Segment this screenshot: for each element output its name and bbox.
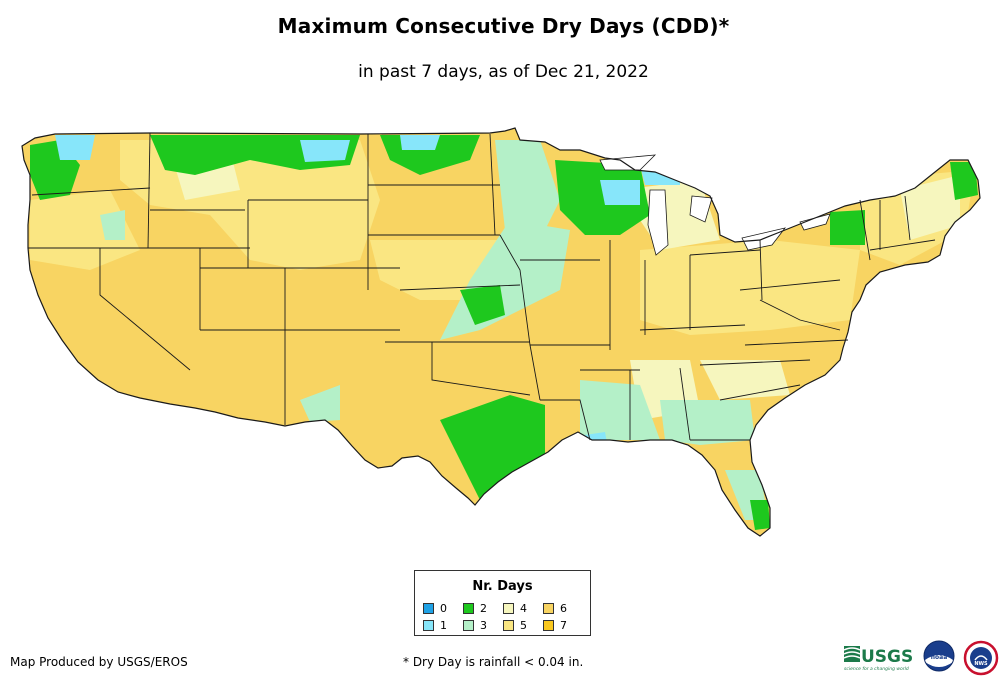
map-credit: Map Produced by USGS/EROS: [10, 655, 188, 669]
legend-label: 2: [480, 601, 487, 615]
legend-swatch: [543, 619, 554, 631]
us-cdd-map: [21, 127, 981, 537]
usgs-logo: USGS science for a changing world: [843, 646, 913, 672]
noaa-logo: noaa: [923, 640, 955, 672]
legend-swatch: [503, 602, 514, 614]
legend-swatch: [543, 602, 554, 614]
legend-item: 2: [463, 601, 503, 615]
map-subtitle: in past 7 days, as of Dec 21, 2022: [358, 62, 649, 82]
legend-title: Nr. Days: [472, 579, 533, 594]
noaa-logo-text: noaa: [931, 654, 948, 661]
legend-label: 7: [560, 618, 567, 632]
legend-swatch: [463, 619, 474, 631]
legend-swatch: [423, 619, 434, 631]
legend: Nr. Days 0 2 4 6 1 3 5: [414, 570, 591, 636]
state-borders: [28, 132, 936, 441]
usgs-logo-text: USGS: [861, 647, 913, 667]
legend-label: 3: [480, 618, 487, 632]
legend-swatch: [423, 602, 434, 614]
agency-logos: USGS science for a changing world noaa N…: [843, 640, 999, 676]
legend-label: 5: [520, 618, 527, 632]
nws-logo: NWS: [963, 640, 999, 676]
legend-item: 3: [463, 618, 503, 632]
legend-label: 4: [520, 601, 527, 615]
dry-day-footnote: * Dry Day is rainfall < 0.04 in.: [403, 655, 584, 669]
legend-label: 6: [560, 601, 567, 615]
legend-item: 7: [543, 618, 583, 632]
nws-logo-text: NWS: [974, 661, 988, 667]
legend-label: 1: [440, 618, 447, 632]
legend-label: 0: [440, 601, 447, 615]
map-title: Maximum Consecutive Dry Days (CDD)*: [277, 14, 730, 38]
legend-item: 4: [503, 601, 543, 615]
legend-swatch: [463, 602, 474, 614]
legend-swatch: [503, 619, 514, 631]
legend-items: 0 2 4 6 1 3 5 7: [423, 601, 583, 632]
legend-item: 6: [543, 601, 583, 615]
legend-item: 0: [423, 601, 463, 615]
legend-item: 5: [503, 618, 543, 632]
usgs-tagline: science for a changing world: [844, 666, 909, 672]
legend-item: 1: [423, 618, 463, 632]
